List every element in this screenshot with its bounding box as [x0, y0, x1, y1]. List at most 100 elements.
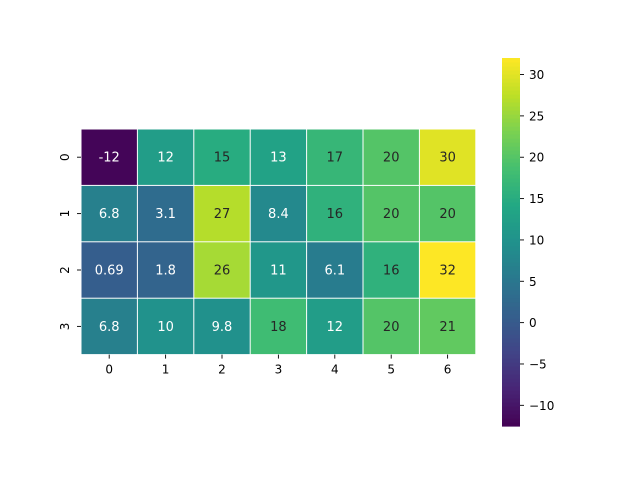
colorbar-segment	[502, 298, 520, 303]
cell-label: 20	[383, 207, 400, 222]
colorbar-segment	[502, 282, 520, 287]
colorbar-tick-label: 20	[529, 151, 544, 165]
colorbar-segment	[502, 330, 520, 335]
x-tick-label: 4	[331, 363, 339, 377]
colorbar-segment	[502, 342, 520, 347]
colorbar-tick-label: 30	[529, 68, 544, 82]
cell-label: 6.8	[99, 320, 120, 335]
colorbar-segment	[502, 242, 520, 247]
cell-label: 12	[327, 320, 344, 335]
colorbar-segment	[502, 218, 520, 223]
colorbar-segment	[502, 422, 520, 427]
colorbar-tick-label: −10	[529, 399, 554, 413]
colorbar-segment	[502, 310, 520, 315]
colorbar-segment	[502, 350, 520, 355]
cell-label: 30	[439, 151, 456, 166]
cell-label: 6.8	[99, 207, 120, 222]
colorbar-tick-label: −5	[529, 357, 547, 371]
colorbar-segment	[502, 258, 520, 263]
heatmap-cell	[363, 242, 419, 298]
colorbar-segment	[502, 78, 520, 83]
heatmap-cell	[194, 185, 250, 242]
colorbar-segment	[502, 314, 520, 319]
cell-label: 13	[270, 151, 287, 166]
heatmap-cell	[307, 129, 363, 185]
colorbar-segment	[502, 130, 520, 135]
colorbar-segment	[502, 234, 520, 239]
colorbar-segment	[502, 106, 520, 111]
y-axis: 0 1 2 3	[58, 153, 81, 330]
cell-label: 17	[327, 151, 344, 166]
cell-label: 18	[270, 320, 287, 335]
heatmap-cell	[250, 298, 307, 355]
cell-label: 27	[214, 207, 231, 222]
colorbar-segment	[502, 358, 520, 363]
colorbar-tick-label: 15	[529, 192, 544, 206]
colorbar-segment	[502, 114, 520, 119]
colorbar-segment	[502, 378, 520, 383]
colorbar-segment	[502, 142, 520, 147]
colorbar-segment	[502, 286, 520, 291]
colorbar-segment	[502, 262, 520, 267]
heatmap-cell	[307, 185, 363, 242]
x-tick-label: 6	[444, 363, 452, 377]
colorbar-segment	[502, 158, 520, 163]
colorbar-segment	[502, 82, 520, 87]
cell-label: 9.8	[212, 320, 233, 335]
heatmap-cell	[363, 298, 419, 355]
colorbar-segment	[502, 418, 520, 423]
colorbar-segment	[502, 290, 520, 295]
colorbar-segment	[502, 398, 520, 403]
colorbar-segment	[502, 230, 520, 235]
colorbar-segment	[502, 62, 520, 67]
colorbar-segment	[502, 302, 520, 307]
colorbar-segment	[502, 170, 520, 175]
heatmap-cell	[81, 129, 137, 185]
colorbar-segment	[502, 326, 520, 331]
colorbar-segment	[502, 162, 520, 167]
heatmap-cell	[363, 129, 419, 185]
colorbar-segment	[502, 110, 520, 115]
colorbar-segment	[502, 198, 520, 203]
cell-label: 0.69	[95, 264, 124, 279]
heatmap-cell	[81, 185, 137, 242]
colorbar-segment	[502, 274, 520, 279]
heatmap-cell	[137, 129, 194, 185]
heatmap-cell	[137, 242, 194, 298]
cell-label: 20	[439, 207, 456, 222]
colorbar-segment	[502, 246, 520, 251]
heatmap-cell	[307, 242, 363, 298]
colorbar-tick-label: 10	[529, 233, 544, 247]
colorbar-segment	[502, 134, 520, 139]
colorbar: −10 −5 0 5 10 15 20 25 30	[502, 58, 554, 427]
colorbar-segment	[502, 414, 520, 419]
x-tick-label: 5	[387, 363, 395, 377]
colorbar-segment	[502, 382, 520, 387]
x-axis: 0 1 2 3 4 5 6	[105, 354, 452, 377]
colorbar-segment	[502, 122, 520, 127]
colorbar-segment	[502, 174, 520, 179]
heatmap-cell	[419, 185, 476, 242]
cell-label: 1.8	[155, 264, 176, 279]
colorbar-segment	[502, 66, 520, 71]
cell-label: 20	[383, 151, 400, 166]
colorbar-segment	[502, 334, 520, 339]
cell-label: 8.4	[268, 207, 289, 222]
cell-label: 26	[214, 264, 231, 279]
colorbar-segment	[502, 138, 520, 143]
colorbar-tick-label: 0	[529, 316, 537, 330]
heatmap-cell	[250, 185, 307, 242]
colorbar-segment	[502, 266, 520, 271]
heatmap-cell	[307, 298, 363, 355]
colorbar-segment	[502, 222, 520, 227]
cell-label: 11	[270, 264, 287, 279]
colorbar-segment	[502, 346, 520, 351]
colorbar-tick-label: 5	[529, 275, 537, 289]
colorbar-segment	[502, 74, 520, 79]
heatmap-cell	[250, 242, 307, 298]
heatmap-cell	[419, 298, 476, 355]
colorbar-segment	[502, 206, 520, 211]
cell-label: 21	[439, 320, 456, 335]
heatmap-cell	[194, 298, 250, 355]
